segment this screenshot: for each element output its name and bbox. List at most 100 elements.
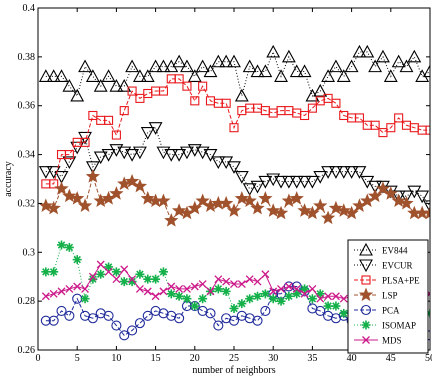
data-point-isomap <box>221 286 231 296</box>
data-point-pca <box>252 315 263 326</box>
data-point-pca <box>213 320 224 331</box>
data-point-evcur <box>148 122 163 135</box>
data-point-pca <box>197 305 208 316</box>
data-point-mds <box>198 280 207 289</box>
data-point-ev844 <box>274 69 288 82</box>
data-point-isomap <box>213 284 223 294</box>
data-point-plsa-pe <box>354 113 364 123</box>
data-point-evcur <box>164 149 179 162</box>
x-tick-label: 10 <box>111 353 121 364</box>
data-point-isomap <box>315 289 325 299</box>
data-point-evcur <box>85 161 100 174</box>
data-point-lsp <box>124 173 140 188</box>
data-point-evcur <box>328 166 343 179</box>
data-point-mds <box>41 292 50 301</box>
data-point-mds <box>120 265 129 274</box>
data-point-lsp <box>171 203 187 217</box>
legend-label-plsa-pe: PLSA+PE <box>382 276 420 286</box>
data-point-evcur <box>344 166 359 179</box>
data-point-plsa-pe <box>80 137 90 147</box>
data-point-lsp <box>320 210 336 225</box>
data-point-plsa-pe <box>104 115 114 125</box>
x-tick-label: 45 <box>386 353 396 364</box>
data-point-isomap <box>158 267 168 277</box>
data-point-evcur <box>172 149 187 162</box>
data-point-ev844 <box>78 59 92 73</box>
x-tick-label: 40 <box>347 353 357 364</box>
data-point-ev844 <box>117 79 132 92</box>
data-point-ev844 <box>180 59 194 73</box>
data-point-isomap <box>300 284 310 294</box>
data-point-ev844 <box>391 54 406 68</box>
data-point-plsa-pe <box>49 179 59 189</box>
data-point-mds <box>128 275 137 284</box>
data-point-mds <box>143 287 152 296</box>
data-point-plsa-pe <box>307 103 317 113</box>
data-point-isomap <box>80 294 90 304</box>
series-lsp <box>38 169 430 227</box>
data-point-pca <box>95 308 106 319</box>
x-tick-label: 15 <box>151 353 161 364</box>
data-point-evcur <box>101 149 116 162</box>
axis-ticks: 0 5 10 15 20 25 30 35 40 45 50 0.26 0.28 0.3 0.32 0.34 0… <box>18 3 432 364</box>
data-point-plsa-pe <box>394 113 404 123</box>
data-point-lsp <box>132 178 148 193</box>
data-point-isomap <box>182 294 192 304</box>
data-point-mds <box>214 275 223 284</box>
data-point-plsa-pe <box>88 110 98 121</box>
data-point-ev844 <box>109 79 124 92</box>
data-point-ev844 <box>140 69 155 82</box>
data-point-ev844 <box>203 64 218 78</box>
data-point-mds <box>65 284 74 293</box>
data-point-plsa-pe <box>221 98 231 108</box>
data-point-ev844 <box>156 59 171 73</box>
data-point-ev844 <box>70 88 85 102</box>
data-point-ev844 <box>242 59 257 73</box>
data-point-pca <box>315 305 326 316</box>
data-point-evcur <box>54 171 69 184</box>
data-point-isomap <box>331 301 341 311</box>
data-point-ev844 <box>281 49 296 63</box>
legend-label-mds: MDS <box>382 336 402 346</box>
x-tick-label: 25 <box>229 353 239 364</box>
data-point-ev844 <box>101 69 116 82</box>
data-point-evcur <box>187 144 202 157</box>
data-point-plsa-pe <box>378 128 388 138</box>
data-point-ev844 <box>125 59 140 73</box>
data-point-evcur <box>297 175 312 189</box>
data-point-evcur <box>93 151 108 165</box>
data-point-pca <box>221 313 232 324</box>
y-tick-label: 0.4 <box>23 3 36 14</box>
data-point-plsa-pe <box>292 108 302 118</box>
data-point-mds <box>237 280 246 289</box>
data-point-evcur <box>234 171 249 184</box>
data-point-lsp <box>328 200 344 215</box>
legend-label-isomap: ISOMAP <box>382 321 416 331</box>
data-point-mds <box>284 282 293 291</box>
data-point-lsp <box>140 191 155 205</box>
data-point-evcur <box>423 200 430 214</box>
data-point-plsa-pe <box>268 108 278 118</box>
data-point-pca <box>158 308 169 319</box>
data-point-evcur <box>407 185 422 199</box>
series-plsa-pe <box>41 74 430 189</box>
data-point-lsp <box>336 203 351 217</box>
data-point-plsa-pe <box>158 86 168 96</box>
data-point-isomap <box>268 294 278 304</box>
data-point-lsp <box>391 193 406 208</box>
data-point-isomap <box>151 274 161 284</box>
data-point-plsa-pe <box>370 120 380 130</box>
data-point-ev844 <box>164 59 179 73</box>
data-point-ev844 <box>54 69 69 82</box>
data-point-plsa-pe <box>111 130 121 140</box>
data-point-ev844 <box>399 59 414 73</box>
data-point-pca <box>323 310 334 321</box>
data-point-lsp <box>85 169 101 183</box>
data-point-pca <box>150 305 161 316</box>
data-point-ev844 <box>85 69 100 82</box>
series-evcur <box>38 122 430 214</box>
data-point-isomap <box>135 269 145 279</box>
data-point-evcur <box>360 175 375 189</box>
data-point-mds <box>245 275 254 284</box>
data-point-ev844 <box>289 64 304 78</box>
